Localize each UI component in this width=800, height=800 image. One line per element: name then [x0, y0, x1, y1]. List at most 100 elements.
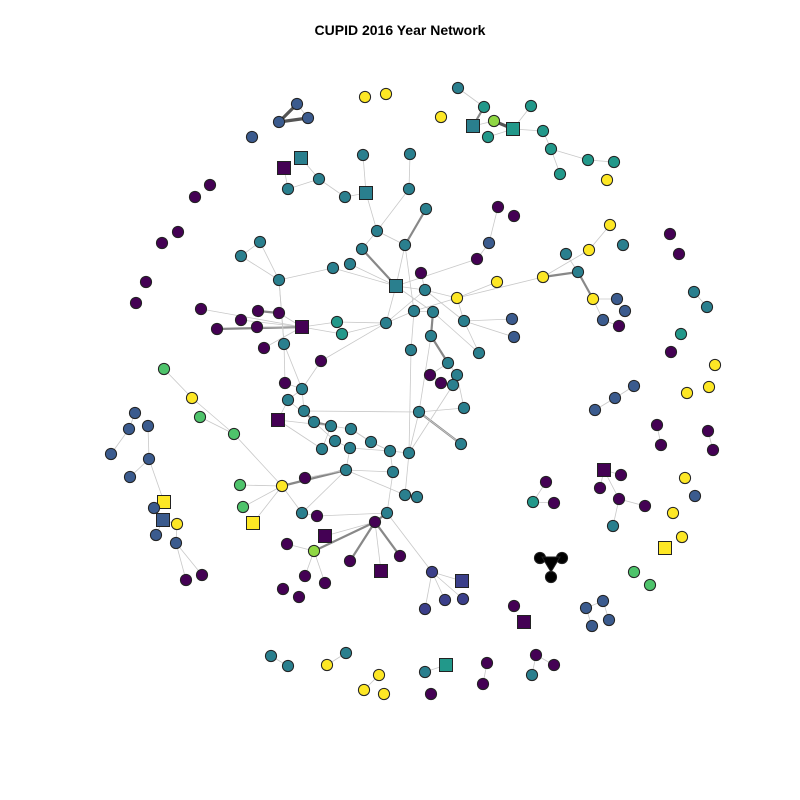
network-node [702, 380, 716, 394]
network-node [257, 341, 271, 355]
network-node [364, 435, 378, 449]
network-node [424, 687, 438, 701]
network-edge [418, 407, 465, 413]
network-node [129, 296, 143, 310]
network-node [301, 111, 315, 125]
chart-title: CUPID 2016 Year Network [314, 22, 486, 38]
network-node [370, 224, 384, 238]
network-node [195, 568, 209, 582]
network-node [358, 90, 372, 104]
network-node [326, 261, 340, 275]
network-node [277, 337, 291, 351]
network-edge [376, 188, 410, 232]
network-node [434, 376, 448, 390]
network-edge [456, 281, 498, 299]
network-edge [233, 433, 283, 487]
network-edge [542, 249, 590, 278]
network-node [298, 569, 312, 583]
network-node [674, 327, 688, 341]
network-node [708, 358, 722, 372]
network-edge [404, 452, 410, 496]
network-edge [395, 258, 478, 287]
network-node [128, 406, 142, 420]
network-edge [239, 484, 283, 487]
network-edge [175, 542, 187, 581]
network-edge [277, 419, 332, 427]
network-node [275, 479, 289, 493]
network-edge [259, 241, 280, 281]
network-node [507, 330, 521, 344]
network-node [539, 475, 553, 489]
network-node [339, 463, 353, 477]
network-node [147, 501, 161, 515]
network-node [141, 419, 155, 433]
network-edge [320, 322, 387, 362]
network-node [582, 243, 596, 257]
network-edge [242, 485, 283, 508]
network-edge [463, 320, 515, 338]
network-node [404, 343, 418, 357]
network-node [314, 354, 328, 368]
network-node [559, 247, 573, 261]
network-node [386, 465, 400, 479]
network-edge [424, 289, 465, 322]
network-node [281, 659, 295, 673]
network-node [454, 437, 468, 451]
network-node [179, 573, 193, 587]
network-node [451, 81, 465, 95]
network-edge [345, 469, 394, 473]
network-node [407, 304, 421, 318]
network-edge [488, 206, 499, 244]
network-node [612, 492, 626, 506]
network-node [253, 235, 267, 249]
network-node [614, 468, 628, 482]
network-node [169, 536, 183, 550]
network-edge [303, 410, 420, 413]
network-edge [281, 468, 347, 488]
network-node [380, 506, 394, 520]
network-node [544, 142, 558, 156]
network-node [424, 329, 438, 343]
network-node [357, 683, 371, 697]
network-node [438, 593, 452, 607]
network-node [612, 319, 626, 333]
network-node [597, 463, 611, 477]
network-node [104, 447, 118, 461]
network-node [410, 490, 424, 504]
network-node [343, 257, 357, 271]
network-edge [304, 469, 347, 479]
network-node [185, 391, 199, 405]
network-edge [386, 512, 433, 573]
network-edge [240, 319, 303, 328]
network-node [250, 320, 264, 334]
network-node [377, 687, 391, 701]
network-node [618, 304, 632, 318]
network-node [318, 529, 332, 543]
network-node [402, 446, 416, 460]
network-node [264, 649, 278, 663]
network-node [687, 285, 701, 299]
network-edge [431, 571, 464, 600]
network-edge [408, 384, 454, 454]
network-node [581, 153, 595, 167]
network-node [355, 242, 369, 256]
network-node [271, 413, 285, 427]
network-node [457, 314, 471, 328]
network-node [627, 379, 641, 393]
network-node [482, 236, 496, 250]
network-node [245, 130, 259, 144]
network-node [251, 304, 265, 318]
network-node [602, 613, 616, 627]
network-node [536, 124, 550, 138]
network-node [600, 173, 614, 187]
network-node [339, 646, 353, 660]
network-node [307, 415, 321, 429]
network-edge [324, 521, 376, 537]
network-edge [374, 521, 401, 557]
network-node [672, 247, 686, 261]
network-edge [385, 289, 426, 324]
network-node [170, 517, 184, 531]
network-node [122, 422, 136, 436]
network-edge [404, 244, 415, 312]
network-node [368, 515, 382, 529]
